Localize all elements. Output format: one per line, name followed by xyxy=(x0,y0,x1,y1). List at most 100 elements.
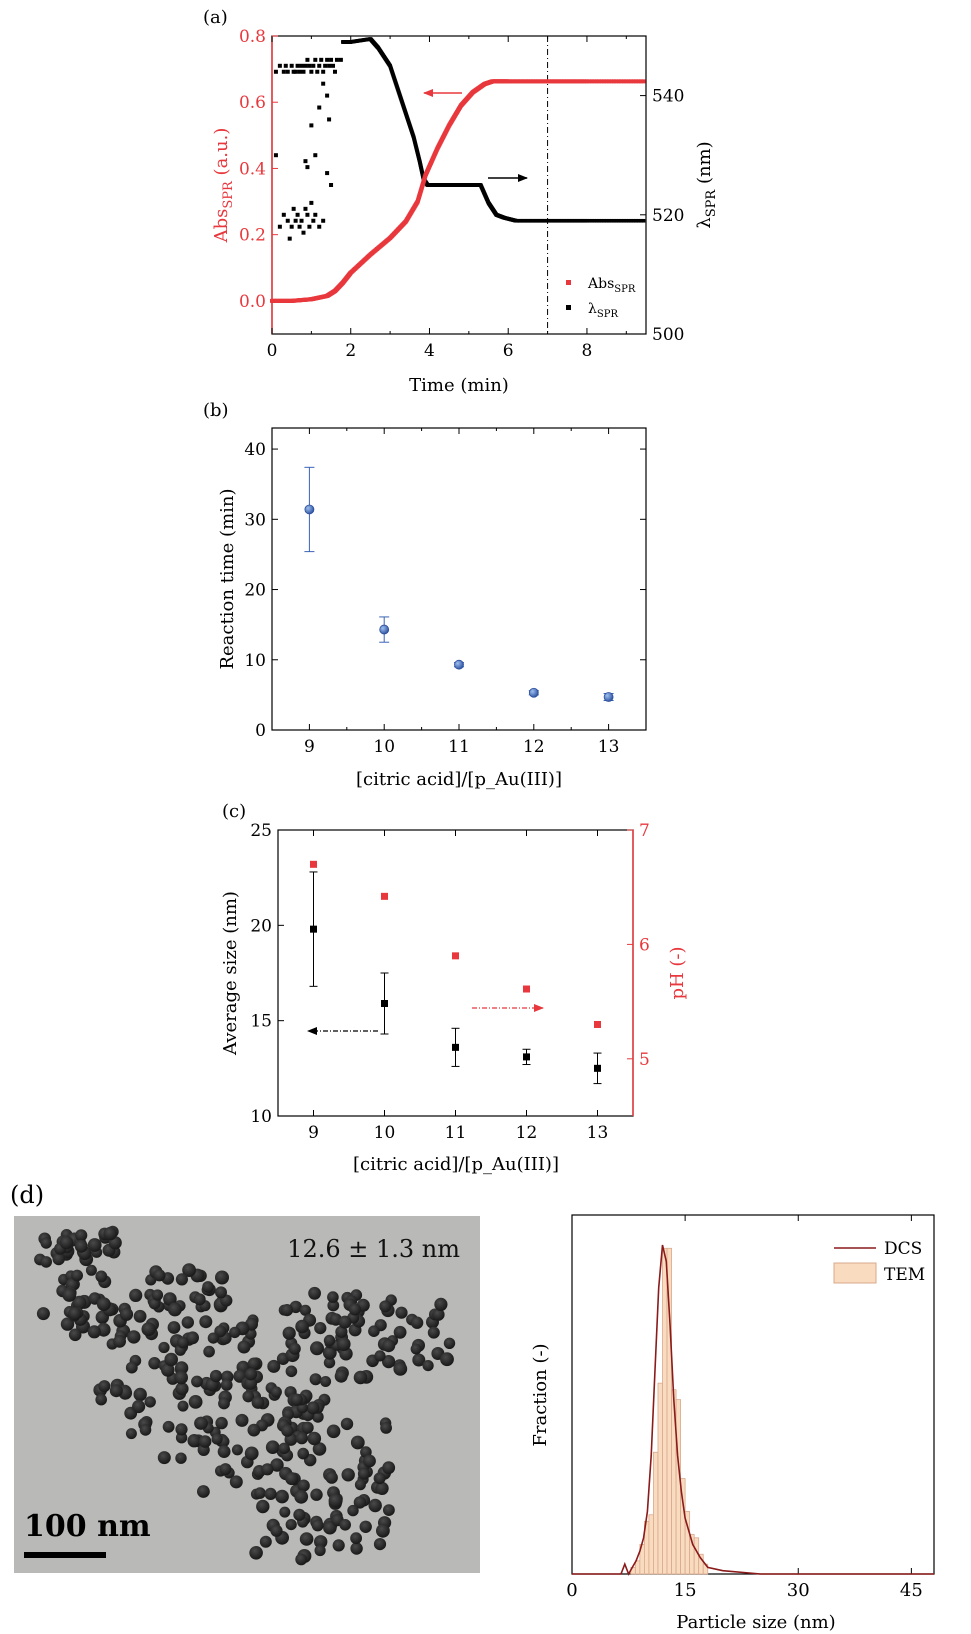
nanoparticle xyxy=(215,1270,229,1285)
lambda-point xyxy=(624,218,629,223)
ph-point xyxy=(594,1020,601,1028)
nanoparticle xyxy=(270,1458,284,1472)
legend-abs-sub: SPR xyxy=(614,284,636,295)
nanoparticle xyxy=(327,1299,340,1312)
nanoparticle xyxy=(127,1330,141,1344)
lambda-point xyxy=(599,218,604,223)
nanoparticle xyxy=(133,1387,147,1402)
nanoparticle xyxy=(310,1341,324,1356)
x-tick-label: 2 xyxy=(345,341,356,361)
nanoparticle xyxy=(285,1472,299,1486)
legend-label-abs: AbsSPR xyxy=(587,276,636,295)
lambda-point xyxy=(307,63,312,68)
x-tick-label: 45 xyxy=(900,1580,923,1601)
lambda-point xyxy=(303,63,308,68)
lambda-point xyxy=(307,224,312,229)
legend-label-dcs: DCS xyxy=(884,1239,922,1259)
lambda-point xyxy=(285,218,290,223)
nanoparticle xyxy=(202,1281,214,1293)
histogram-bar xyxy=(653,1451,659,1575)
nanoparticle xyxy=(374,1350,386,1362)
nanoparticle xyxy=(368,1325,380,1337)
nanoparticle xyxy=(219,1463,232,1476)
lambda-point xyxy=(303,159,308,164)
nanoparticle xyxy=(218,1397,230,1410)
x-axis-label-d: Particle size (nm) xyxy=(676,1612,835,1633)
lambda-point xyxy=(590,218,594,223)
abs-point xyxy=(609,79,614,84)
nanoparticle xyxy=(327,1291,339,1303)
y-axis-label-right-a: λSPR (nm) xyxy=(694,141,719,228)
x-tick-label: 13 xyxy=(587,1123,609,1143)
nanoparticle xyxy=(175,1423,188,1436)
x-tick-label: 10 xyxy=(373,737,395,757)
lambda-point xyxy=(317,63,322,68)
nanoparticle xyxy=(148,1297,161,1310)
lambda-point xyxy=(325,171,330,176)
nanoparticle xyxy=(293,1508,306,1521)
ph-point xyxy=(452,952,459,960)
abs-point xyxy=(614,79,619,84)
ph-point xyxy=(381,892,388,900)
x-tick-label: 6 xyxy=(503,341,514,361)
abs-point xyxy=(631,79,636,84)
x-tick-label: 11 xyxy=(448,737,470,757)
histogram-bar xyxy=(693,1537,700,1575)
x-tick-label: 9 xyxy=(308,1123,319,1143)
nanoparticle xyxy=(350,1532,362,1545)
nanoparticle xyxy=(68,1328,82,1342)
nanoparticle xyxy=(375,1481,389,1495)
abs-point xyxy=(616,79,621,84)
x-axis-label-c: [citric acid]/[p_Au(III)] xyxy=(353,1154,559,1175)
nanoparticle xyxy=(231,1444,243,1456)
lambda-point xyxy=(587,218,592,223)
lambda-point xyxy=(311,63,316,68)
abs-point xyxy=(619,79,624,84)
nanoparticle xyxy=(295,1553,308,1566)
nanoparticle xyxy=(395,1306,408,1319)
lambda-point xyxy=(602,218,606,223)
nanoparticle xyxy=(68,1307,82,1321)
nanoparticle xyxy=(95,1270,108,1283)
data-point xyxy=(454,659,464,670)
y-tick-label-left: 0.0 xyxy=(239,292,266,312)
tem-micrograph: 12.6 ± 1.3 nm 100 nm xyxy=(14,1216,480,1573)
nanoparticle xyxy=(334,1369,348,1383)
series-abs-spr xyxy=(270,79,646,303)
abs-point xyxy=(597,79,602,84)
nanoparticle xyxy=(328,1493,343,1508)
lambda-point xyxy=(329,57,334,62)
nanoparticle xyxy=(133,1309,147,1323)
lambda-point xyxy=(604,218,609,223)
data-point xyxy=(304,504,315,515)
lambda-point xyxy=(291,206,296,211)
nanoparticle xyxy=(382,1355,396,1369)
nanoparticle xyxy=(167,1321,181,1334)
x-axis-label-a: Time (min) xyxy=(409,375,509,396)
panel-b: (b) 9 10 11 12 13 0 10 20 30 40 [citric acid]/[p_… xyxy=(203,400,647,790)
nanoparticle xyxy=(270,1386,282,1398)
nanoparticle xyxy=(288,1342,301,1355)
abs-point xyxy=(636,79,641,84)
lambda-point xyxy=(313,153,318,158)
x-tick-label: 13 xyxy=(598,737,620,757)
nanoparticle xyxy=(113,1335,126,1348)
nanoparticle xyxy=(270,1524,283,1537)
nanoparticle xyxy=(181,1316,194,1329)
nanoparticle xyxy=(432,1308,445,1321)
lambda-point xyxy=(325,57,330,62)
lambda-point xyxy=(277,63,282,68)
nanoparticle xyxy=(323,1334,336,1347)
ylabel-right-tail: (nm) xyxy=(694,141,715,189)
lambda-point xyxy=(594,218,599,223)
lambda-point xyxy=(283,63,288,68)
nanoparticle xyxy=(229,1475,243,1489)
y-tick-label-left: 0.8 xyxy=(239,27,266,47)
nanoparticle xyxy=(434,1297,448,1311)
nanoparticle xyxy=(332,1539,345,1552)
nanoparticle xyxy=(338,1315,352,1329)
nanoparticle xyxy=(339,1519,352,1531)
nanoparticle xyxy=(59,1235,74,1250)
abs-point xyxy=(641,79,646,84)
nanoparticle xyxy=(440,1352,454,1367)
